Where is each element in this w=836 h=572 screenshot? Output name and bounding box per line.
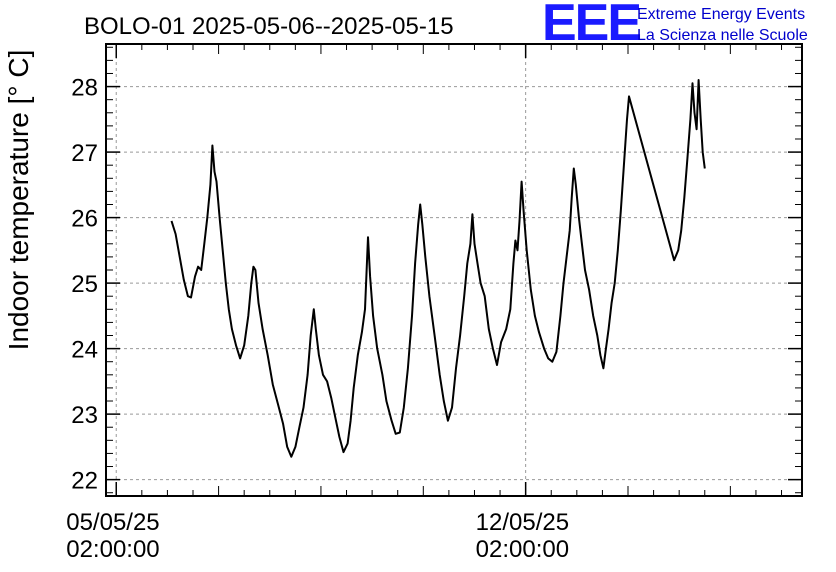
x-tick-label: 12/05/25 [476,509,569,536]
y-tick-label: 22 [71,468,98,495]
chart-title: BOLO-01 2025-05-06--2025-05-15 [84,13,454,40]
grid-lines [106,44,802,496]
x-tick-label: 02:00:00 [476,536,569,563]
y-tick-label: 28 [71,75,98,102]
series-line-temperature [170,79,706,458]
x-tick-label: 02:00:00 [66,536,159,563]
y-tick-label: 23 [71,402,98,429]
logo-eee: EEE [542,0,640,52]
logo-line-2: La Scienza nelle Scuole [637,27,808,44]
eee-logo: EEE Extreme Energy Events La Scienza nel… [542,0,808,52]
y-tick-label: 25 [71,271,98,298]
logo-line-1: Extreme Energy Events [637,6,805,23]
x-tick-label: 05/05/25 [66,509,159,536]
y-axis-label: Indoor temperature [° C] [3,50,34,351]
series-group [170,79,706,458]
y-tick-label: 27 [71,140,98,167]
y-tick-label: 24 [71,337,98,364]
y-tick-label: 26 [71,206,98,233]
y-axis: 22 23 24 25 26 27 28 [71,46,802,495]
